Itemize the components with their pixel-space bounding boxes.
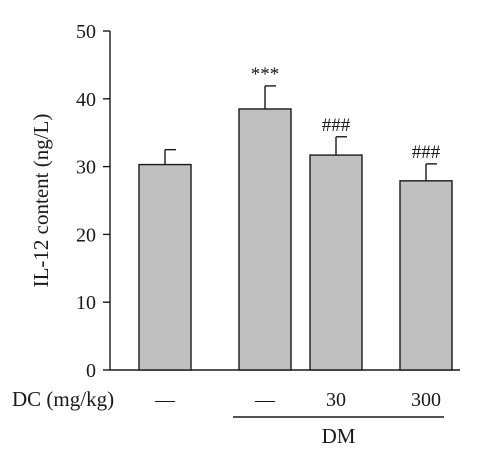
y-axis-title: IL-12 content (ng/L) [29, 114, 53, 288]
bar [399, 180, 453, 371]
significance-label: ### [412, 142, 441, 163]
bar [138, 163, 192, 371]
x-category-label: 300 [411, 389, 441, 411]
bar [309, 154, 363, 371]
significance-label: *** [251, 64, 280, 85]
y-tick-label: 50 [76, 21, 96, 43]
bars [138, 85, 453, 371]
group-label: DM [322, 424, 356, 448]
axes: 0 10 20 30 40 50 [76, 21, 460, 382]
y-tick-label: 20 [76, 224, 96, 246]
y-tick-label: 10 [76, 292, 96, 314]
x-category-label: 30 [326, 389, 346, 411]
bar [238, 108, 292, 371]
significance-label: ### [322, 115, 351, 136]
labels: — *** — ### 30 ### 300 [154, 64, 444, 418]
y-tick-label: 30 [76, 157, 96, 179]
y-tick-label: 0 [86, 360, 96, 382]
x-row-label: DC (mg/kg) [12, 387, 114, 411]
x-category-label: — [254, 389, 276, 411]
y-tick-label: 40 [76, 89, 96, 111]
x-category-label: — [154, 389, 176, 411]
